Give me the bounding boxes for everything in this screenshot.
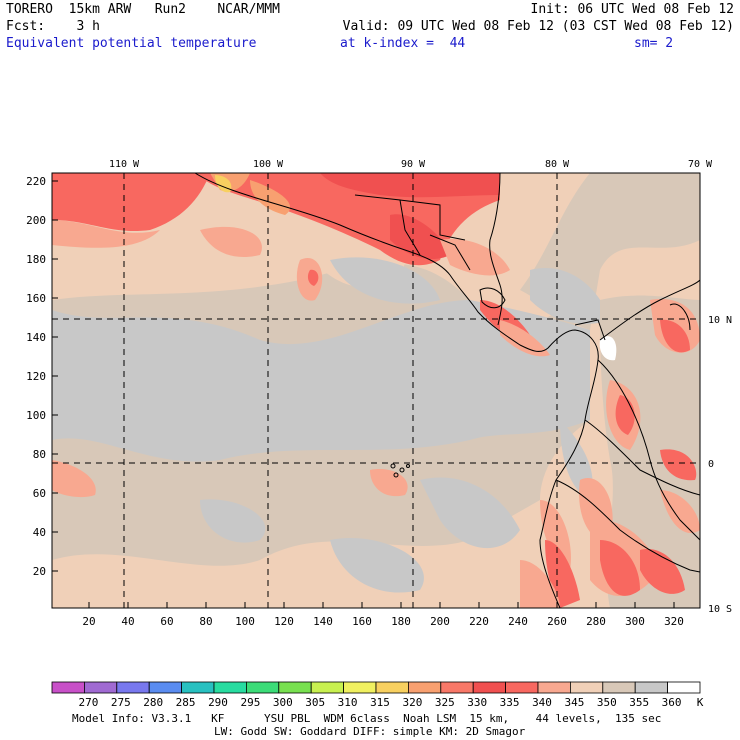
colorbar-label: 290 [208, 696, 228, 709]
forecast-hour: Fcst: 3 h [6, 19, 100, 34]
colorbar-label: 300 [273, 696, 293, 709]
colorbar [51, 681, 701, 694]
lat-label-0: 0 [708, 459, 714, 470]
lon-label-70w: 70 W [688, 159, 713, 170]
grid-x-label: 40 [121, 615, 134, 628]
colorbar-label: 275 [111, 696, 131, 709]
grid-x-label: 220 [469, 615, 489, 628]
colorbar-label: 350 [597, 696, 617, 709]
colorbar-label: 355 [629, 696, 649, 709]
colorbar-swatch [148, 681, 182, 694]
grid-x-label: 100 [235, 615, 255, 628]
colorbar-label: 360 [662, 696, 682, 709]
colorbar-swatch [634, 681, 669, 694]
colorbar-labels: 270 275 280 285 290 295 300 305 310 315 320 325 330 3… [78, 696, 681, 709]
coastlines [194, 173, 700, 608]
colorbar-unit: K [697, 696, 704, 709]
graticule [52, 173, 700, 608]
grid-x-label: 180 [391, 615, 411, 628]
grid-y-label: 220 [26, 175, 46, 188]
grid-y-label: 40 [33, 526, 46, 539]
grid-x-label: 200 [430, 615, 450, 628]
lon-label-90w: 90 W [401, 159, 426, 170]
colorbar-label: 340 [532, 696, 552, 709]
grid-x-label: 80 [199, 615, 212, 628]
grid-x-label: 120 [274, 615, 294, 628]
smoothing-info: sm= 2 [634, 36, 674, 51]
colorbar-swatch [245, 681, 280, 694]
grid-x-label: 60 [160, 615, 173, 628]
colorbar-swatch [278, 681, 312, 694]
footer-physics-info: LW: Godd SW: Goddard DIFF: simple KM: 2D… [214, 725, 526, 738]
colorbar-swatch [343, 681, 377, 694]
level-info: at k-index = 44 [340, 36, 466, 51]
grid-y-label: 60 [33, 487, 46, 500]
model-title: TORERO 15km ARW Run2 NCAR/MMM [6, 2, 280, 17]
footer-model-info: Model Info: V3.3.1 KF YSU PBL WDM 6class… [72, 712, 662, 725]
colorbar-label: 295 [240, 696, 260, 709]
colorbar-swatch [602, 681, 636, 694]
lat-label-10n: 10 N [708, 315, 732, 326]
grid-y-label: 100 [26, 409, 46, 422]
valid-time: Valid: 09 UTC Wed 08 Feb 12 (03 CST Wed … [342, 19, 734, 34]
lon-label-80w: 80 W [545, 159, 570, 170]
grid-x-label: 20 [82, 615, 95, 628]
colorbar-swatch [375, 681, 409, 694]
colorbar-swatch [472, 681, 507, 694]
colorbar-swatch [440, 681, 474, 694]
lon-label-100w: 100 W [253, 159, 284, 170]
grid-y-label: 20 [33, 565, 46, 578]
grid-y-label: 80 [33, 448, 46, 461]
colorbar-swatch [310, 681, 345, 694]
lon-label-110w: 110 W [109, 159, 140, 170]
colorbar-swatch [407, 681, 442, 694]
colorbar-swatch [116, 681, 150, 694]
grid-y-label: 140 [26, 331, 46, 344]
colorbar-label: 335 [500, 696, 520, 709]
colorbar-swatch [537, 681, 571, 694]
map-frame [51, 172, 701, 609]
grid-y-label: 160 [26, 292, 46, 305]
colorbar-swatch [84, 681, 118, 694]
theta-e-field [52, 173, 700, 608]
colorbar-label: 330 [467, 696, 487, 709]
colorbar-label: 315 [370, 696, 390, 709]
grid-y-label: 180 [26, 253, 46, 266]
grid-x-label: 240 [508, 615, 528, 628]
colorbar-label: 325 [435, 696, 455, 709]
colorbar-swatch [181, 681, 215, 694]
field-name: Equivalent potential temperature [6, 36, 257, 51]
init-time: Init: 06 UTC Wed 08 Feb 12 [530, 2, 735, 17]
lat-label-10s: 10 S [708, 604, 732, 615]
grid-x-label: 320 [664, 615, 684, 628]
grid-y-label: 200 [26, 214, 46, 227]
colorbar-label: 310 [338, 696, 358, 709]
grid-x-label: 260 [547, 615, 567, 628]
grid-x-label: 140 [313, 615, 333, 628]
colorbar-swatch [51, 681, 85, 694]
grid-x-label: 280 [586, 615, 606, 628]
colorbar-label: 320 [402, 696, 422, 709]
colorbar-swatch [213, 681, 247, 694]
colorbar-swatch [667, 681, 701, 694]
colorbar-label: 285 [176, 696, 196, 709]
colorbar-label: 270 [78, 696, 98, 709]
grid-x-label: 160 [352, 615, 372, 628]
grid-x-label: 300 [625, 615, 645, 628]
colorbar-swatch [505, 681, 539, 694]
colorbar-label: 305 [305, 696, 325, 709]
grid-y-label: 120 [26, 370, 46, 383]
colorbar-label: 280 [143, 696, 163, 709]
colorbar-swatch [570, 681, 604, 694]
colorbar-label: 345 [564, 696, 584, 709]
